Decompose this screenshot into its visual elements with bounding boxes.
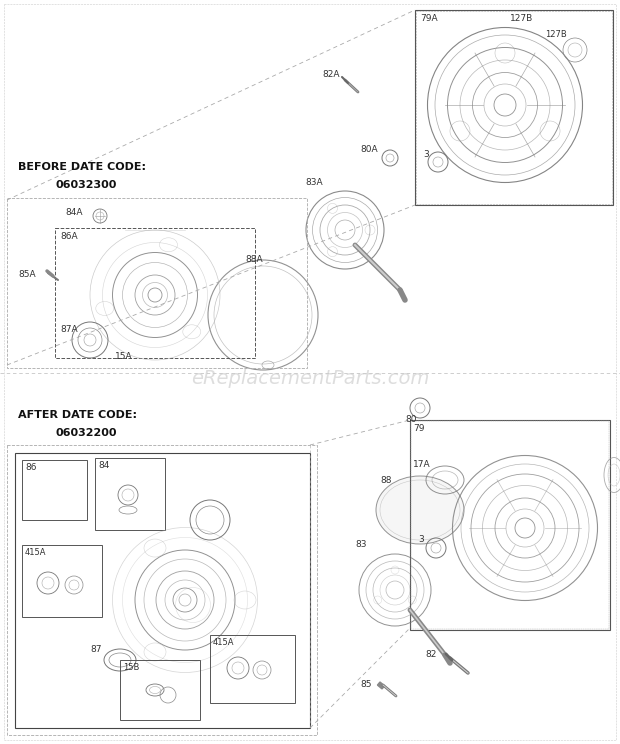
Bar (95, 458, 165, 530)
Text: 83A: 83A (305, 178, 322, 187)
Text: BEFORE DATE CODE:: BEFORE DATE CODE: (18, 162, 146, 172)
Text: 82A: 82A (322, 70, 340, 79)
Bar (7, 445, 317, 735)
Text: 79A: 79A (420, 14, 438, 23)
Bar (411, 421, 609, 629)
Text: 88: 88 (380, 476, 391, 485)
Text: 415A: 415A (213, 638, 234, 647)
Text: 83: 83 (355, 540, 366, 549)
Text: 86: 86 (25, 463, 37, 472)
Text: 127B: 127B (545, 30, 567, 39)
Text: 80A: 80A (360, 145, 378, 154)
Text: 415A: 415A (25, 548, 46, 557)
Bar (22, 545, 102, 617)
Bar (210, 635, 295, 703)
Text: 80: 80 (405, 415, 417, 424)
Bar (416, 11, 612, 204)
Text: 79: 79 (413, 424, 425, 433)
Text: 15A: 15A (115, 352, 133, 361)
Text: 06032200: 06032200 (55, 428, 117, 438)
Text: 17A: 17A (413, 460, 431, 469)
Ellipse shape (376, 476, 464, 544)
Text: 15B: 15B (123, 663, 140, 672)
Text: 87A: 87A (60, 325, 78, 334)
Bar (55, 228, 255, 358)
Text: AFTER DATE CODE:: AFTER DATE CODE: (18, 410, 137, 420)
Text: 84: 84 (98, 461, 109, 470)
Bar (7, 198, 307, 368)
Text: 127B: 127B (510, 14, 533, 23)
Text: 84A: 84A (65, 208, 82, 217)
Bar (378, 682, 384, 689)
Text: 3: 3 (423, 150, 429, 159)
Bar (22, 460, 87, 520)
Bar (120, 660, 200, 720)
Text: 85A: 85A (18, 270, 35, 279)
Bar (410, 420, 610, 630)
Text: eReplacementParts.com: eReplacementParts.com (191, 368, 429, 388)
Text: 85: 85 (360, 680, 371, 689)
Text: 86A: 86A (60, 232, 78, 241)
Text: 82: 82 (425, 650, 436, 659)
Text: 3: 3 (418, 535, 423, 544)
Text: 88A: 88A (245, 255, 263, 264)
Bar (415, 10, 613, 205)
Text: 06032300: 06032300 (55, 180, 117, 190)
Bar (15, 453, 310, 728)
Text: 87: 87 (90, 645, 102, 654)
